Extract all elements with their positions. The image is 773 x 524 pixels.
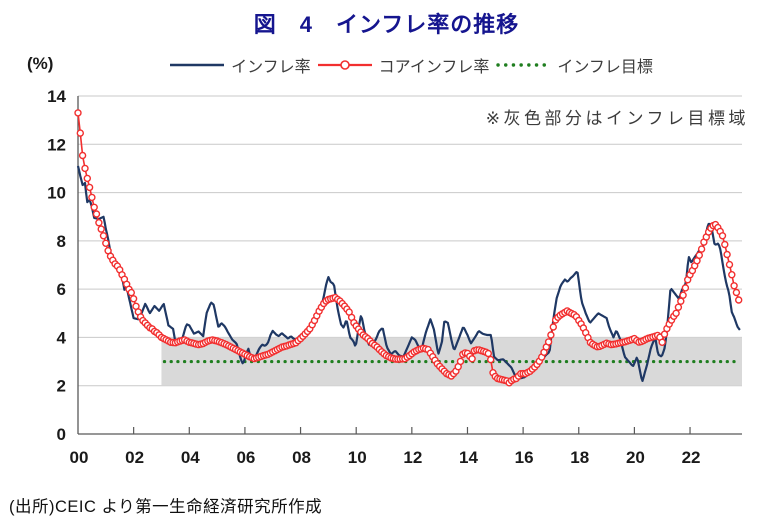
core-inflation-marker bbox=[76, 129, 85, 137]
dotted-line-swatch-icon bbox=[496, 63, 553, 67]
legend-item-inflation-target: インフレ目標 bbox=[494, 53, 653, 77]
core-inflation-marker bbox=[681, 284, 690, 292]
core-inflation-marker bbox=[732, 288, 741, 297]
x-tick-label-2002: 02 bbox=[125, 448, 144, 467]
legend-item-core-inflation: コアインフレ率 bbox=[316, 53, 490, 77]
core-inflation-marker bbox=[468, 355, 476, 363]
x-tick-label-2022: 22 bbox=[682, 448, 701, 467]
y-tick-label-14: 14 bbox=[47, 87, 66, 106]
core-inflation-marker bbox=[658, 338, 666, 346]
chart-title: 図 4 インフレ率の推移 bbox=[253, 12, 520, 37]
y-tick-label-6: 6 bbox=[57, 280, 66, 299]
core-inflation-marker bbox=[81, 164, 89, 173]
legend-label-inflation: インフレ率 bbox=[231, 59, 311, 76]
y-axis-unit-label: (%) bbox=[27, 54, 54, 73]
x-tick-label-2008: 08 bbox=[292, 448, 311, 467]
core-inflation-marker bbox=[127, 288, 136, 297]
core-inflation-marker bbox=[725, 260, 734, 269]
core-inflation-marker bbox=[85, 183, 94, 192]
core-inflation-marker bbox=[721, 240, 729, 249]
core-inflation-marker bbox=[674, 303, 683, 311]
legend-label-core-inflation: コアインフレ率 bbox=[378, 59, 490, 76]
core-inflation-marker bbox=[677, 297, 685, 305]
y-tick-label-8: 8 bbox=[57, 232, 66, 251]
core-inflation-marker bbox=[697, 245, 706, 253]
headline-inflation-line bbox=[76, 165, 741, 382]
y-tick-label-4: 4 bbox=[57, 328, 67, 347]
circle-marker-line-swatch-icon bbox=[317, 60, 372, 70]
x-tick-label-2004: 04 bbox=[181, 448, 200, 467]
x-tick-label-2012: 12 bbox=[403, 448, 422, 467]
y-tick-label-12: 12 bbox=[47, 135, 66, 154]
x-tick-label-2020: 20 bbox=[626, 448, 645, 467]
legend-item-inflation: インフレ率 bbox=[168, 53, 311, 77]
core-inflation-marker bbox=[487, 355, 495, 364]
core-inflation-marker bbox=[95, 218, 103, 227]
x-tick-label-2014: 14 bbox=[459, 448, 478, 467]
x-tick-label-2010: 10 bbox=[348, 448, 367, 467]
core-inflation-marker bbox=[695, 251, 703, 260]
core-inflation-marker bbox=[92, 210, 101, 218]
core-inflation-marker bbox=[456, 357, 465, 366]
core-inflation-marker bbox=[549, 323, 557, 331]
core-inflation-marker bbox=[484, 349, 492, 358]
x-tick-label-2000: 00 bbox=[70, 448, 89, 467]
core-inflation-marker bbox=[97, 225, 105, 233]
core-inflation-marker bbox=[735, 296, 743, 304]
x-tick-label-2006: 06 bbox=[236, 448, 255, 467]
core-inflation-marker bbox=[90, 203, 98, 212]
core-inflation-marker bbox=[723, 250, 731, 259]
target-zone-note: ※灰色部分はインフレ目標域 bbox=[485, 109, 749, 128]
core-inflation-marker bbox=[730, 282, 738, 290]
core-inflation-marker bbox=[679, 291, 687, 299]
core-inflation-marker bbox=[74, 109, 82, 117]
core-inflation-marker bbox=[99, 232, 108, 240]
y-tick-label-10: 10 bbox=[47, 184, 66, 203]
core-inflation-marker bbox=[83, 174, 92, 183]
core-inflation-marker bbox=[88, 193, 96, 202]
y-tick-label-0: 0 bbox=[57, 425, 66, 444]
core-inflation-marker bbox=[129, 295, 138, 303]
legend-label-inflation-target: インフレ目標 bbox=[557, 59, 653, 76]
chart-legend: インフレ率 コアインフレ率 インフレ目標 bbox=[24, 53, 773, 77]
solid-line-swatch-icon bbox=[170, 63, 225, 67]
core-inflation-marker bbox=[102, 239, 110, 248]
core-inflation-marker bbox=[718, 232, 727, 240]
core-inflation-marker bbox=[547, 331, 555, 339]
core-inflation-marker bbox=[78, 151, 87, 160]
x-tick-label-2018: 18 bbox=[570, 448, 589, 467]
source-note: (出所)CEIC より第一生命経済研究所作成 bbox=[9, 498, 323, 516]
core-inflation-marker bbox=[544, 338, 553, 346]
y-tick-label-2: 2 bbox=[57, 377, 66, 396]
core-inflation-marker bbox=[728, 271, 736, 279]
x-tick-label-2016: 16 bbox=[515, 448, 534, 467]
core-inflation-marker bbox=[672, 309, 680, 317]
